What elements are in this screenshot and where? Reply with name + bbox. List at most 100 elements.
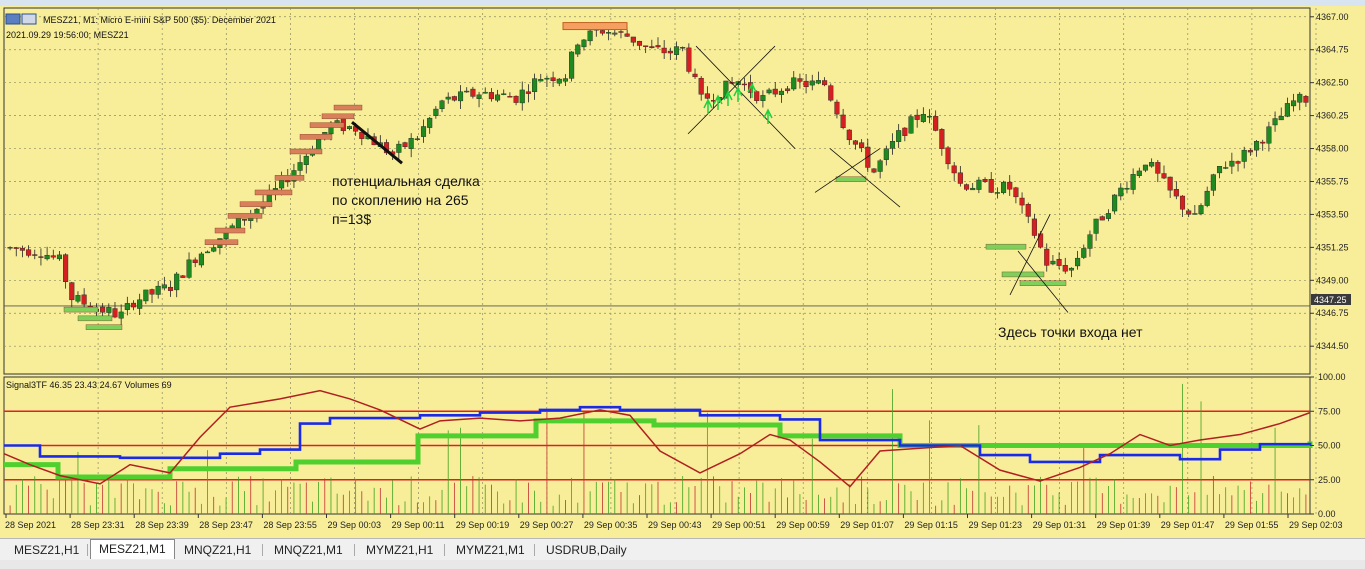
bear-candle	[100, 306, 106, 313]
time-tick-label: 28 Sep 23:39	[135, 520, 189, 530]
bull-candle	[396, 143, 402, 153]
bear-candle	[630, 36, 636, 43]
bull-candle	[1204, 190, 1210, 206]
bear-candle	[1025, 203, 1031, 217]
bear-candle	[1019, 197, 1025, 206]
volume-cluster-bar	[239, 201, 273, 207]
time-tick-label: 29 Sep 01:23	[969, 520, 1023, 530]
bull-candle	[1112, 194, 1118, 212]
trade-note-line-2: по скоплению на 265	[332, 192, 469, 208]
time-tick-label: 29 Sep 00:11	[392, 520, 445, 530]
bear-candle	[69, 282, 75, 301]
bull-candle	[1118, 187, 1124, 197]
price-tick-label: 4360.25	[1316, 111, 1349, 121]
chart-annotations	[63, 22, 1069, 330]
chart-timestamp: 2021.09.29 19:56:00; MESZ21	[6, 30, 129, 40]
bear-candle	[359, 132, 365, 139]
tab-mnqz21-h1[interactable]: MNQZ21,H1	[184, 543, 252, 557]
bull-candle	[1192, 213, 1198, 215]
bear-candle	[933, 116, 939, 131]
tab-mymz21-m1[interactable]: MYMZ21,M1	[456, 543, 525, 557]
volume-cluster-bar	[289, 148, 323, 155]
bull-candle	[1136, 170, 1142, 176]
bear-candle	[402, 142, 408, 147]
bull-candle	[346, 126, 353, 130]
chart-canvas[interactable]: 4367.00 4364.75 4362.50 4360.25 4358.00 4355.…	[0, 0, 1365, 538]
bull-candle	[75, 295, 81, 302]
bull-candle	[1198, 205, 1204, 215]
time-tick-label: 29 Sep 01:55	[1225, 520, 1279, 530]
tab-divider	[354, 544, 355, 556]
bull-candle	[1297, 93, 1303, 103]
up-arrow-icon	[713, 94, 723, 110]
bull-candle	[673, 46, 680, 55]
bear-candle	[1303, 96, 1309, 103]
bear-candle	[38, 256, 44, 258]
bear-candle	[130, 302, 137, 308]
bear-candle	[242, 219, 248, 221]
tab-usdrub-daily[interactable]: USDRUB,Daily	[546, 543, 627, 557]
bull-candle	[815, 80, 821, 84]
tab-mesz21-m1[interactable]: MESZ21,M1	[90, 539, 175, 559]
chart-axes: 4367.00 4364.75 4362.50 4360.25 4358.00 4355.…	[5, 12, 1349, 530]
price-tick-label: 4355.75	[1316, 176, 1349, 186]
bull-candle	[791, 77, 797, 90]
bear-candle	[488, 92, 494, 100]
bear-candle	[945, 147, 951, 165]
bull-candle	[1075, 257, 1081, 267]
time-tick-label: 29 Sep 00:51	[712, 520, 766, 530]
chart-window[interactable]: 4367.00 4364.75 4362.50 4360.25 4358.00 4355.…	[0, 0, 1365, 538]
volume-cluster-bar	[1019, 280, 1067, 286]
bull-candle	[198, 253, 204, 266]
bear-candle	[513, 95, 519, 103]
bear-candle	[1099, 216, 1105, 221]
bull-candle	[575, 44, 581, 55]
bear-candle	[661, 47, 667, 54]
bear-candle	[840, 114, 846, 128]
volume-cluster-bar	[1001, 271, 1045, 278]
tab-mesz21-h1[interactable]: MESZ21,H1	[14, 543, 80, 557]
bull-candle	[1229, 160, 1235, 167]
bear-candle	[112, 308, 118, 318]
bear-candle	[1062, 265, 1068, 272]
indicator-tick-label: 75.00	[1318, 406, 1341, 416]
bull-candle	[1272, 118, 1278, 126]
bull-candle	[7, 247, 13, 249]
volume-cluster-bar	[214, 227, 246, 234]
bull-candle	[56, 254, 62, 260]
bear-candle	[963, 184, 970, 190]
indicator-label: Signal3TF 46.35 23.43 24.67 Volumes 69	[6, 380, 172, 390]
bear-candle	[451, 96, 457, 101]
bull-candle	[1142, 164, 1149, 171]
chart-tabs: MESZ21,H1 MESZ21,M1 MNQZ21,H1 MNQZ21,M1 …	[0, 538, 1365, 561]
bull-candle	[1284, 103, 1290, 117]
time-tick-label: 29 Sep 00:59	[776, 520, 830, 530]
bear-candle	[550, 77, 556, 81]
tab-mnqz21-m1[interactable]: MNQZ21,M1	[274, 543, 343, 557]
bull-candle	[174, 273, 180, 291]
bear-candle	[741, 83, 747, 86]
bull-candle	[1223, 167, 1229, 169]
time-tick-label: 29 Sep 01:07	[840, 520, 894, 530]
tab-mymz21-h1[interactable]: MYMZ21,H1	[366, 543, 434, 557]
bull-candle	[1149, 162, 1155, 167]
bull-candle	[680, 47, 686, 49]
bull-candle	[457, 91, 464, 102]
toolbar-strip	[0, 0, 1365, 6]
volume-cluster-bar	[309, 122, 345, 128]
time-tick-label: 29 Sep 00:27	[520, 520, 574, 530]
time-tick-label: 28 Sep 23:31	[71, 520, 125, 530]
bull-candle	[970, 187, 976, 191]
volume-cluster-bar	[333, 104, 363, 111]
bear-candle	[692, 73, 698, 78]
bull-candle	[155, 285, 161, 295]
tab-divider	[534, 544, 535, 556]
time-tick-label: 28 Sep 23:47	[199, 520, 253, 530]
bear-candle	[859, 142, 865, 148]
bull-candle	[303, 155, 309, 165]
bear-candle	[754, 91, 760, 101]
bull-candle	[1087, 234, 1093, 249]
bull-candle	[1210, 174, 1216, 191]
bear-candle	[939, 129, 945, 149]
indicator-tick-label: 100.00	[1318, 372, 1346, 382]
